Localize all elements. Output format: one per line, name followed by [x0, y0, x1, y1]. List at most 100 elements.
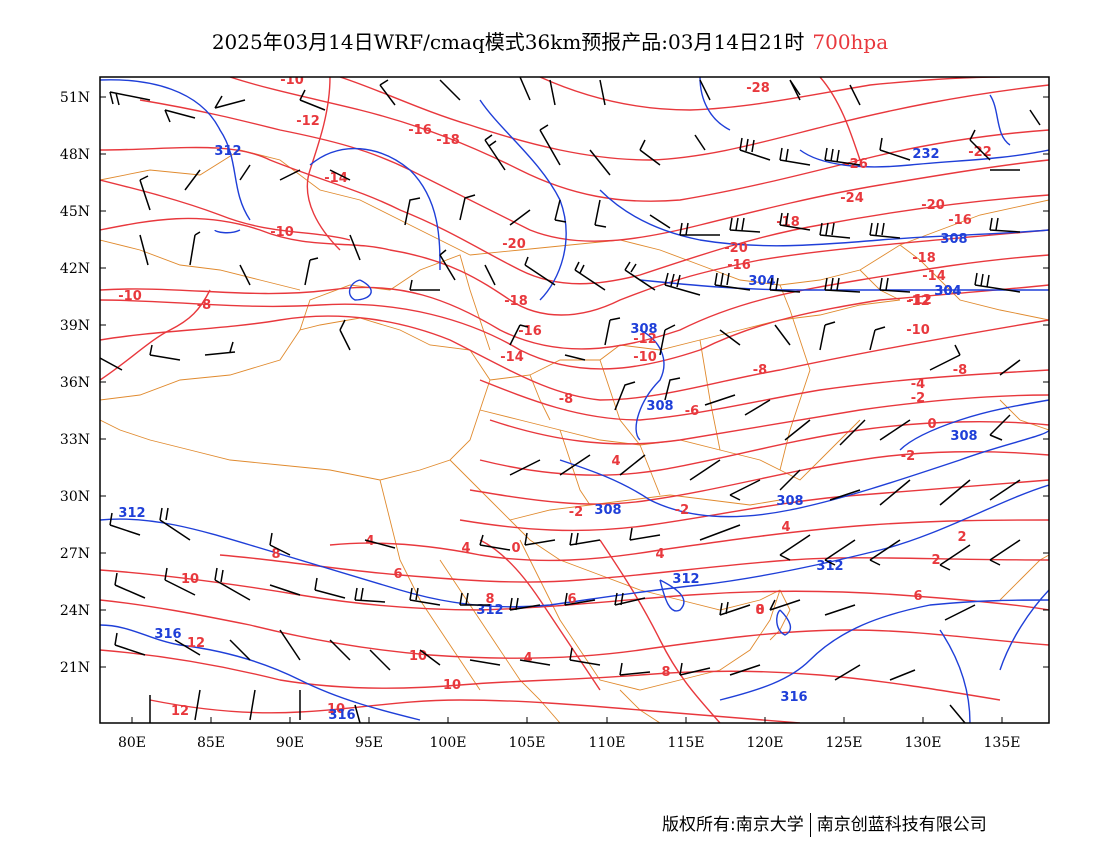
height-label: 312	[816, 559, 843, 574]
wind-barb	[824, 147, 861, 166]
wind-barb	[409, 587, 441, 606]
temp-label: 0	[755, 603, 764, 618]
lon-tick-label: 105E	[509, 735, 546, 751]
height-label: 312	[476, 603, 503, 618]
wind-barb	[279, 629, 301, 661]
wind-barb	[439, 79, 461, 101]
wind-barb	[459, 194, 476, 221]
wind-barb	[239, 164, 251, 181]
wind-barb	[139, 175, 151, 211]
wind-barb	[484, 134, 506, 171]
wind-barb	[524, 532, 556, 546]
wind-barb	[184, 169, 201, 191]
wind-barb	[479, 534, 511, 551]
wind-barb	[824, 604, 856, 616]
copyright-owner: 版权所有:南京大学	[662, 815, 804, 835]
wind-barb	[564, 354, 586, 361]
wind-barb	[689, 459, 721, 481]
wind-barb	[679, 222, 720, 236]
wind-barb	[189, 231, 201, 266]
wind-barb	[594, 199, 607, 228]
wind-barb	[624, 261, 656, 291]
wind-barb	[729, 217, 761, 233]
wind-barb	[419, 649, 441, 666]
wind-barb	[659, 324, 676, 356]
lon-tick-label: 135E	[984, 735, 1021, 751]
wind-barb	[869, 539, 901, 566]
wind-barb	[879, 277, 911, 293]
wind-barb	[509, 597, 541, 611]
wind-barb	[834, 664, 861, 681]
height-label: 304	[934, 284, 961, 299]
height-label: 316	[780, 690, 807, 705]
wind-barb	[784, 419, 811, 441]
temp-label: -12	[908, 293, 932, 308]
height-label: 308	[630, 322, 657, 337]
temp-label: -6	[685, 404, 699, 419]
temp-label: -18	[504, 294, 528, 309]
wind-barb	[459, 592, 490, 606]
lat-tick-label: 24N	[60, 603, 90, 619]
wind-barb	[214, 567, 251, 601]
wind-barb	[299, 89, 326, 111]
wind-barb	[1029, 109, 1041, 126]
plot-frame	[99, 76, 1050, 724]
height-label: 232	[912, 147, 939, 162]
wind-barb	[969, 129, 991, 161]
temp-label: 8	[755, 603, 764, 618]
wind-barb	[174, 639, 201, 656]
wind-barb	[329, 169, 351, 181]
province-borders	[100, 149, 1049, 723]
wind-barb	[279, 169, 301, 181]
temp-label: -12	[906, 294, 930, 309]
wind-barb	[694, 134, 706, 151]
temp-label: 4	[611, 454, 620, 469]
temp-label: -12	[633, 332, 657, 347]
temp-label: -16	[948, 213, 972, 228]
wind-barb	[704, 394, 736, 406]
wind-barb	[100, 357, 123, 371]
temp-label: -20	[921, 198, 945, 213]
wind-barb	[569, 532, 601, 546]
temp-label: -18	[776, 215, 800, 230]
wind-barb	[109, 512, 141, 536]
wind-barb	[519, 77, 531, 101]
temp-label: 6	[913, 589, 922, 604]
wind-barb	[869, 326, 886, 351]
lat-tick-label: 33N	[60, 432, 90, 448]
temp-label: -2	[901, 449, 915, 464]
wind-barb	[779, 147, 811, 166]
height-label: 316	[154, 627, 181, 642]
wind-barb	[204, 341, 236, 356]
wind-barb	[569, 647, 601, 666]
temp-label: 12	[187, 636, 205, 651]
lon-tick-label: 85E	[197, 735, 225, 751]
height-label: 316	[328, 708, 355, 723]
wind-barb	[769, 599, 801, 611]
wind-barb	[779, 212, 811, 231]
wind-barb	[404, 197, 421, 226]
wind-barb	[109, 91, 151, 106]
wind-barb	[719, 601, 751, 616]
temp-label: -8	[197, 298, 211, 313]
wind-barb	[989, 414, 1011, 441]
wind-barb	[824, 539, 856, 566]
temp-label: 10	[409, 649, 427, 664]
wind-barb	[269, 584, 301, 596]
lat-tick-label: 48N	[60, 147, 90, 163]
wind-barb	[729, 479, 761, 501]
temp-label: -10	[906, 323, 930, 338]
temp-label: 8	[271, 547, 280, 562]
height-label: 304	[934, 284, 961, 299]
lon-tick-label: 125E	[826, 735, 863, 751]
wind-barb	[989, 479, 1021, 501]
wind-barb	[869, 222, 901, 239]
temp-label: -20	[502, 237, 526, 252]
temp-label: -16	[518, 324, 542, 339]
wind-barb	[879, 419, 911, 441]
lon-tick-label: 110E	[589, 735, 626, 751]
temp-label: 0	[511, 541, 520, 556]
lat-tick-label: 45N	[60, 204, 90, 220]
wind-barb	[554, 199, 567, 223]
lat-tick-label: 42N	[60, 261, 90, 277]
